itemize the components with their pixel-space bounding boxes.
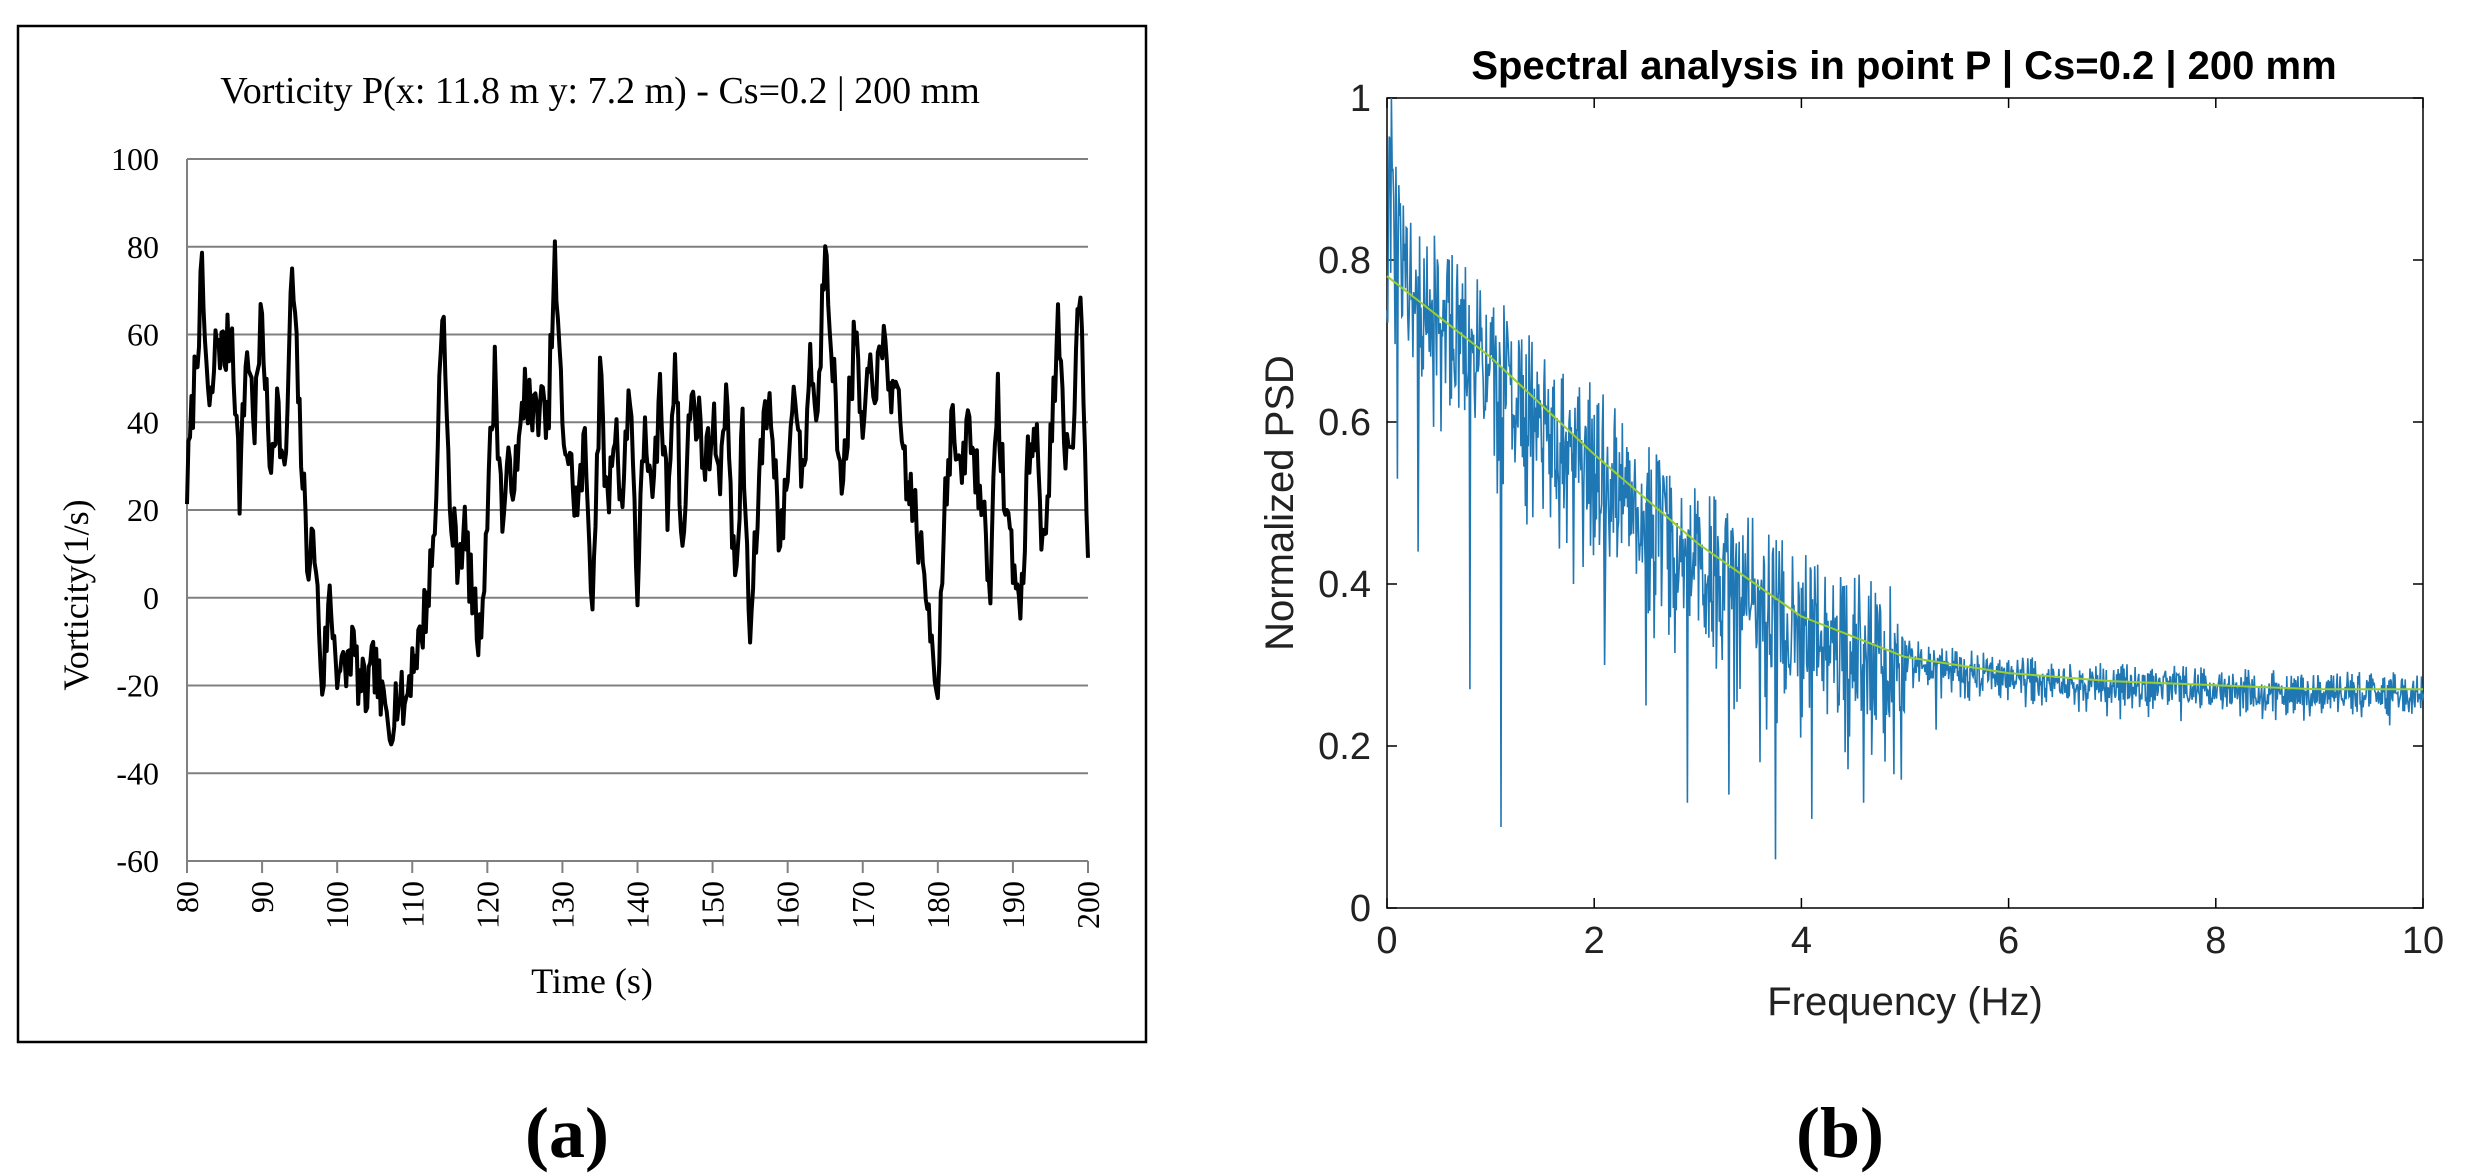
panel-a-x-tick-label: 110 bbox=[394, 881, 430, 928]
panel-a-x-tick-label: 190 bbox=[995, 881, 1031, 929]
panel-b-y-tick-label: 0 bbox=[1350, 888, 1371, 930]
panel-a-x-tick-label: 150 bbox=[695, 881, 731, 929]
panel-b-y-axis-label: Normalized PSD bbox=[1258, 355, 1302, 651]
panel-a-x-tick-label: 170 bbox=[845, 881, 881, 929]
panel-b-y-tick-label: 0.6 bbox=[1318, 402, 1371, 444]
panel-b-y-tick-label: 0.2 bbox=[1318, 726, 1371, 768]
panel-a-y-tick-label: 100 bbox=[111, 141, 159, 177]
panel-a-title: Vorticity P(x: 11.8 m y: 7.2 m) - Cs=0.2… bbox=[220, 70, 980, 112]
panel-a-x-tick-label: 180 bbox=[920, 881, 956, 929]
panel-a-label: (a) bbox=[525, 1093, 609, 1173]
panel-b-psd-line bbox=[1386, 97, 2424, 860]
panel-b-x-tick-label: 10 bbox=[2402, 920, 2444, 962]
panel-a-y-tick-label: 80 bbox=[127, 229, 159, 265]
panel-a-y-tick-label: 40 bbox=[127, 404, 159, 440]
panel-a-y-tick-label: 60 bbox=[127, 317, 159, 353]
panel-a-y-tick-label: 0 bbox=[143, 580, 159, 616]
panel-a-x-axis-label: Time (s) bbox=[531, 961, 653, 1001]
panel-a-x-tick-label: 90 bbox=[244, 881, 280, 913]
panel-a-y-tick-label: 20 bbox=[127, 492, 159, 528]
panel-b-fit-line bbox=[1386, 275, 2423, 691]
panel-a-x-tick-label: 100 bbox=[319, 881, 355, 929]
panel-b-x-tick-label: 8 bbox=[2205, 920, 2226, 962]
panel-b-y-tick-label: 1 bbox=[1350, 78, 1371, 120]
panel-b-title: Spectral analysis in point P | Cs=0.2 | … bbox=[1471, 44, 2336, 88]
panel-b-x-axis-label: Frequency (Hz) bbox=[1767, 980, 2043, 1024]
panel-a-frame bbox=[16, 24, 1148, 1044]
panel-a-series-line bbox=[185, 239, 1090, 747]
panel-b-x-tick-label: 4 bbox=[1791, 920, 1812, 962]
panel-a-y-axis-label: Vorticity(1/s) bbox=[56, 499, 96, 690]
panel-a-x-tick-label: 120 bbox=[469, 881, 505, 929]
panel-a-y-tick-label: -40 bbox=[116, 755, 159, 791]
panel-a-y-tick-label: -60 bbox=[116, 843, 159, 879]
panel-b-chart: Spectral analysis in point P | Cs=0.2 | … bbox=[1258, 44, 2444, 1173]
panel-a-chart: Vorticity P(x: 11.8 m y: 7.2 m) - Cs=0.2… bbox=[16, 24, 1148, 1173]
panel-b-x-tick-label: 0 bbox=[1376, 920, 1397, 962]
panel-a-x-tick-label: 130 bbox=[544, 881, 580, 929]
panel-a-x-tick-label: 140 bbox=[620, 881, 656, 929]
panel-a-x-tick-label: 160 bbox=[770, 881, 806, 929]
panel-b-label: (b) bbox=[1796, 1093, 1884, 1173]
panel-b-y-tick-label: 0.4 bbox=[1318, 564, 1371, 606]
panel-a-y-tick-label: -20 bbox=[116, 668, 159, 704]
panel-b-x-tick-label: 2 bbox=[1584, 920, 1605, 962]
panel-b-y-tick-label: 0.8 bbox=[1318, 240, 1371, 282]
panel-b-x-tick-label: 6 bbox=[1998, 920, 2019, 962]
panel-a-x-tick-label: 200 bbox=[1070, 881, 1106, 929]
panel-a-x-tick-label: 80 bbox=[169, 881, 205, 913]
